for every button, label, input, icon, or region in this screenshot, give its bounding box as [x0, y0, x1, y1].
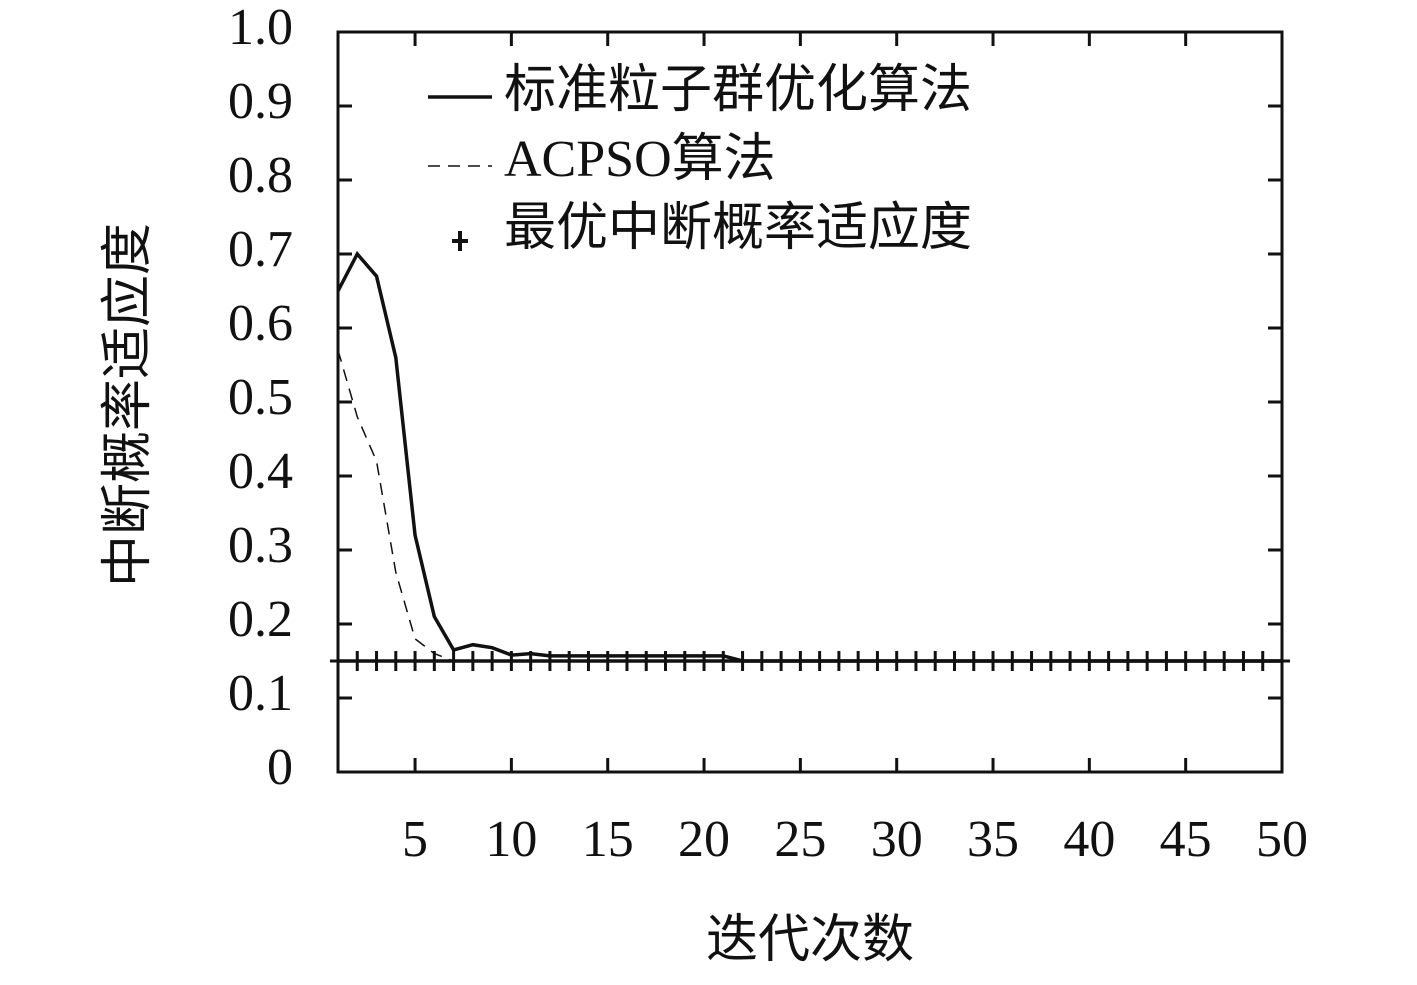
legend-label: ACPSO算法 [504, 131, 776, 188]
series-line [337, 349, 1282, 662]
marker [965, 651, 982, 671]
x-tick-label: 50 [1256, 811, 1308, 868]
y-tick-label: 0 [267, 739, 293, 796]
marker [1100, 651, 1117, 671]
marker [349, 651, 366, 671]
x-tick-label: 35 [967, 811, 1019, 868]
legend-label: 标准粒子群优化算法 [504, 62, 972, 119]
marker [561, 651, 578, 671]
marker [1216, 651, 1233, 671]
marker [1177, 651, 1194, 671]
marker [1042, 651, 1059, 671]
marker [1196, 651, 1213, 671]
marker [811, 651, 828, 671]
marker [599, 651, 616, 671]
marker [1119, 651, 1136, 671]
y-tick-label: 1.0 [228, 0, 293, 56]
y-axis-label: 中断概率适应度 [100, 223, 157, 587]
marker [715, 651, 732, 671]
marker [522, 651, 539, 671]
x-axis-label: 迭代次数 [706, 912, 914, 969]
x-tick-label: 20 [678, 811, 730, 868]
marker [638, 651, 655, 671]
marker [541, 651, 558, 671]
y-tick-label: 0.1 [228, 665, 293, 722]
marker [753, 651, 770, 671]
marker [869, 651, 886, 671]
marker [368, 651, 385, 671]
marker [1274, 651, 1290, 671]
marker [888, 651, 905, 671]
marker [1254, 651, 1271, 671]
marker [445, 651, 462, 671]
y-tick-label: 0.8 [228, 147, 293, 204]
marker [792, 651, 809, 671]
marker [830, 651, 847, 671]
marker [850, 651, 867, 671]
marker [985, 651, 1002, 671]
marker [1081, 651, 1098, 671]
y-tick-label: 0.3 [228, 517, 293, 574]
marker [1158, 651, 1175, 671]
marker [676, 651, 693, 671]
marker [426, 651, 443, 671]
marker [1023, 651, 1040, 671]
series-line [336, 250, 1282, 663]
x-tick-label: 40 [1063, 811, 1115, 868]
marker [946, 651, 963, 671]
legend-marker [452, 231, 468, 251]
marker [773, 651, 790, 671]
marker [330, 651, 346, 671]
x-tick-label: 25 [774, 811, 826, 868]
marker [484, 651, 501, 671]
y-tick-label: 0.6 [228, 295, 293, 352]
marker [1004, 651, 1021, 671]
marker [1235, 651, 1252, 671]
marker [696, 651, 713, 671]
y-tick-label: 0.2 [228, 591, 293, 648]
marker [387, 651, 404, 671]
marker [657, 651, 674, 671]
marker [1062, 651, 1079, 671]
y-tick-label: 0.5 [228, 369, 293, 426]
y-tick-label: 0.9 [228, 73, 293, 130]
x-tick-label: 10 [485, 811, 537, 868]
marker [1139, 651, 1156, 671]
legend-label: 最优中断概率适应度 [504, 200, 972, 257]
x-tick-label: 15 [582, 811, 634, 868]
marker [927, 651, 944, 671]
marker [618, 651, 635, 671]
x-tick-label: 30 [871, 811, 923, 868]
marker [503, 651, 520, 671]
marker [907, 651, 924, 671]
y-tick-label: 0.4 [228, 443, 293, 500]
marker [464, 651, 481, 671]
marker [580, 651, 597, 671]
x-tick-label: 5 [402, 811, 428, 868]
marker [734, 651, 751, 671]
marker [407, 651, 424, 671]
y-tick-label: 0.7 [228, 221, 293, 278]
x-tick-label: 45 [1160, 811, 1212, 868]
